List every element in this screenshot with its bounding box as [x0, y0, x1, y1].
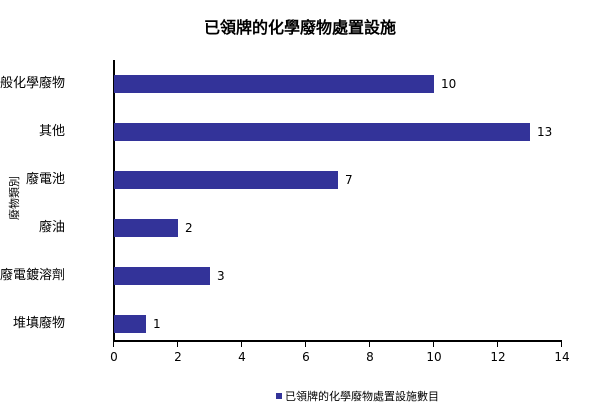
x-tick-label: 6 [302, 350, 310, 364]
legend-swatch-icon [276, 393, 282, 399]
x-tick [241, 342, 242, 347]
bar [114, 267, 210, 285]
x-tick-label: 10 [426, 350, 442, 364]
bar-value-label: 2 [185, 221, 193, 235]
category-label: 堆填廢物 [12, 316, 65, 331]
x-tick [305, 342, 306, 347]
x-tick-label: 12 [490, 350, 506, 364]
x-tick-label: 4 [238, 350, 246, 364]
y-axis-label: 廢物類別 [8, 176, 21, 220]
x-axis-line [113, 340, 562, 342]
bar [114, 315, 146, 333]
category-label: 一般化學廢物 [0, 76, 65, 91]
bar [114, 219, 178, 237]
x-tick [113, 342, 114, 347]
bar-value-label: 3 [217, 269, 225, 283]
x-tick-label: 14 [554, 350, 570, 364]
bar [114, 171, 338, 189]
x-tick-label: 2 [174, 350, 182, 364]
x-tick [433, 342, 434, 347]
x-tick [561, 342, 562, 347]
x-tick-label: 0 [110, 350, 118, 364]
bar [114, 75, 434, 93]
category-label: 廢電池 [25, 172, 65, 187]
chart-title: 已領牌的化學廢物處置設施 [203, 18, 396, 37]
bar-value-label: 10 [441, 77, 457, 91]
x-tick-label: 8 [366, 350, 374, 364]
category-label: 廢電鍍溶劑 [0, 268, 65, 283]
legend-label: 已領牌的化學廢物處置設施數目 [285, 390, 439, 403]
x-tick [497, 342, 498, 347]
bar-value-label: 1 [153, 317, 161, 331]
y-axis-line [113, 60, 115, 342]
x-tick [369, 342, 370, 347]
category-label: 廢油 [38, 220, 65, 235]
plot-area: 一般化學廢物 其他 廢電池 廢油 廢電鍍溶劑 堆填廢物 10 13 7 2 3 … [0, 60, 570, 364]
bar-value-label: 13 [537, 125, 553, 139]
x-tick [177, 342, 178, 347]
legend: 已領牌的化學廢物處置設施數目 [276, 388, 439, 404]
bar-value-label: 7 [345, 173, 353, 187]
category-label: 其他 [38, 124, 65, 139]
bar [114, 123, 530, 141]
